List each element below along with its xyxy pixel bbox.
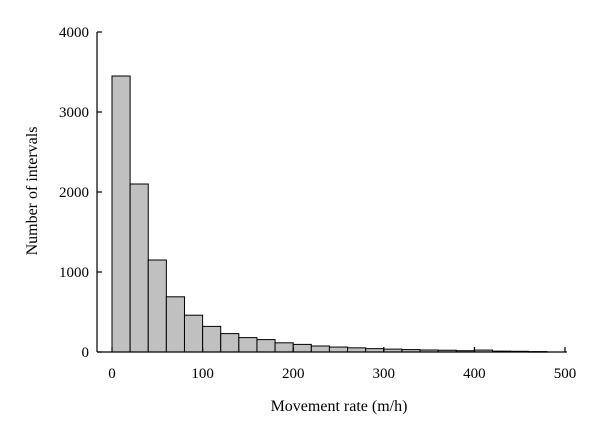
- histogram-bar-10: [292, 343, 312, 353]
- histogram-bar-8: [256, 339, 276, 353]
- y-tick-label: 3000: [59, 105, 89, 121]
- histogram-bar-4: [183, 314, 204, 353]
- histogram-bar-5: [202, 325, 222, 353]
- y-ticks-group: 0 1000 2000 3000 4000: [59, 25, 102, 361]
- x-tick-label: 100: [191, 366, 214, 382]
- histogram-bar-12: [328, 346, 349, 353]
- x-tick-label: 200: [282, 366, 305, 382]
- histogram-bar-7: [238, 337, 258, 353]
- y-tick-label: 0: [82, 345, 90, 361]
- x-tick-label: 500: [554, 366, 577, 382]
- histogram-bar-11: [310, 345, 330, 353]
- x-axis-title: Movement rate (m/h): [271, 398, 408, 415]
- y-tick-label: 1000: [59, 265, 89, 281]
- x-ticks-group: 0 100 200 300 400 500: [108, 347, 576, 382]
- x-tick-label: 0: [108, 366, 116, 382]
- y-axis-title: Number of intervals: [24, 127, 41, 256]
- histogram-bar-9: [274, 342, 294, 353]
- x-tick-label: 300: [373, 366, 396, 382]
- histogram-bar-1: [129, 183, 149, 353]
- histogram-bar-0: [111, 75, 131, 353]
- histogram-bar-13: [347, 347, 367, 353]
- histogram-bar-6: [220, 333, 240, 353]
- x-tick-label: 400: [463, 366, 486, 382]
- histogram-bar-2: [147, 259, 167, 353]
- bars-group: [111, 75, 548, 353]
- y-tick-label: 2000: [59, 185, 89, 201]
- histogram-bar-3: [165, 296, 185, 353]
- y-tick-label: 4000: [59, 25, 89, 41]
